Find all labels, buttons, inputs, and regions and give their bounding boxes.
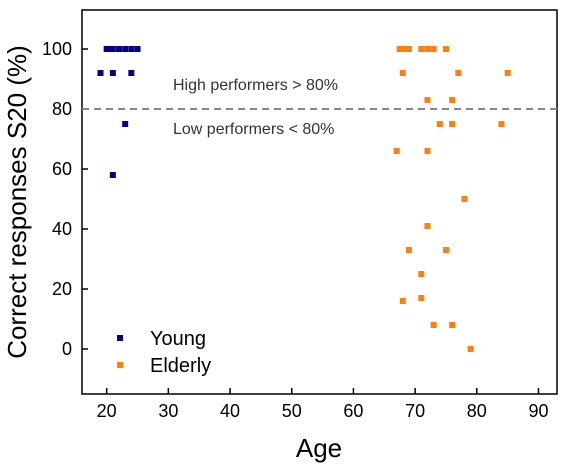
data-point-elderly [430,322,437,328]
y-tick-label: 20 [52,279,72,299]
data-point-elderly [399,70,406,76]
x-tick-label: 90 [528,401,548,421]
x-axis-title: Age [296,433,342,463]
high-performers-label: High performers > 80% [173,77,338,94]
y-tick-label: 0 [62,339,72,359]
data-point-elderly [461,196,468,202]
y-tick-label: 40 [52,219,72,239]
low-performers-label: Low performers < 80% [173,121,334,138]
data-point-elderly [424,223,431,229]
data-point-elderly [396,46,403,52]
data-point-elderly [424,46,431,52]
data-point-young [109,46,116,52]
legend: Young Elderly [117,328,211,377]
x-tick-label: 20 [97,401,117,421]
data-points [97,46,511,352]
data-point-young [128,70,135,76]
data-point-young [122,121,129,127]
data-point-elderly [467,346,474,352]
legend-marker-elderly [117,362,123,368]
y-tick-label: 80 [52,99,72,119]
data-point-elderly [418,271,425,277]
data-point-elderly [399,298,406,304]
data-point-elderly [449,121,456,127]
data-point-elderly [504,70,511,76]
data-point-elderly [449,97,456,103]
x-tick-label: 30 [158,401,178,421]
x-tick-label: 70 [405,401,425,421]
data-point-elderly [449,322,456,328]
data-point-young [116,46,123,52]
data-point-young [97,70,104,76]
data-point-elderly [430,46,437,52]
plot-frame [81,9,558,395]
data-point-elderly [442,46,449,52]
data-point-elderly [436,121,443,127]
data-point-young [122,46,129,52]
legend-label-young: Young [150,328,206,350]
x-axis-ticks: 20 30 40 50 60 70 80 90 [97,388,549,421]
data-point-young [109,172,116,178]
data-point-elderly [424,148,431,154]
data-point-elderly [498,121,505,127]
y-axis-title: Correct responses S20 (%) [2,45,32,359]
data-point-young [109,70,116,76]
data-point-elderly [442,247,449,253]
data-point-elderly [405,247,412,253]
x-tick-label: 60 [343,401,363,421]
legend-marker-young [117,335,123,341]
data-point-young [134,46,141,52]
data-point-young [103,46,110,52]
y-axis-ticks: 0 20 40 60 80 100 [42,39,88,359]
data-point-elderly [418,46,425,52]
data-point-young [128,46,135,52]
x-tick-label: 40 [220,401,240,421]
y-tick-label: 60 [52,159,72,179]
x-tick-label: 50 [282,401,302,421]
data-point-elderly [405,46,412,52]
data-point-elderly [393,148,400,154]
data-point-young [106,46,113,52]
y-tick-label: 100 [42,39,72,59]
x-tick-label: 80 [467,401,487,421]
data-point-elderly [424,97,431,103]
data-point-elderly [418,295,425,301]
data-point-elderly [399,46,406,52]
data-point-elderly [455,70,462,76]
legend-label-elderly: Elderly [150,355,211,377]
